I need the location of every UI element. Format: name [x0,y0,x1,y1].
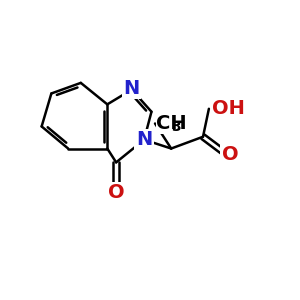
Text: N: N [124,79,140,98]
Text: OH: OH [212,99,245,118]
Text: O: O [108,183,124,202]
Text: CH: CH [157,114,187,133]
Text: 3: 3 [171,120,181,134]
Text: N: N [136,130,152,149]
Text: O: O [222,145,238,164]
